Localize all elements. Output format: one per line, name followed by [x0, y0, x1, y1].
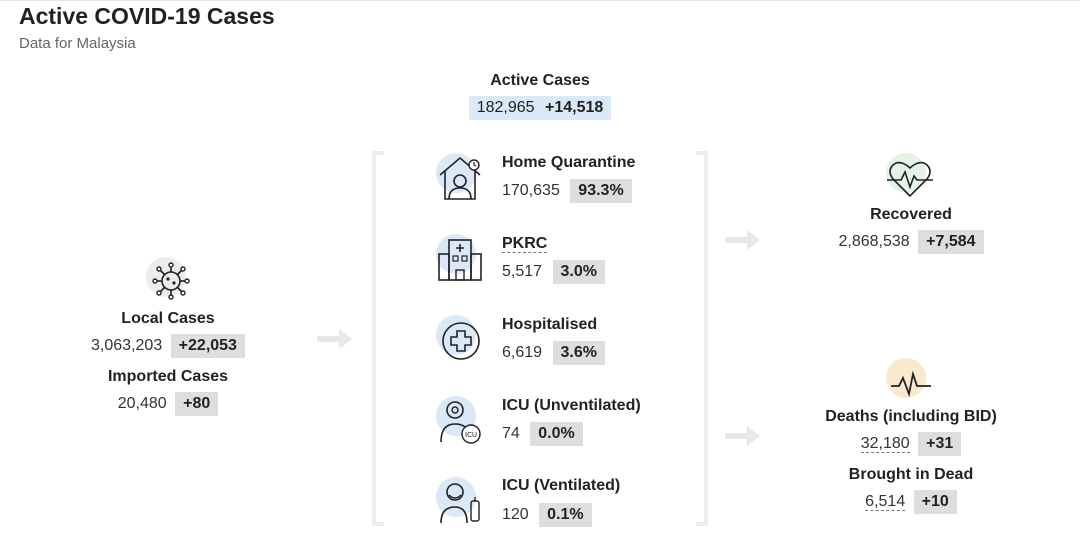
icu-patient-icon: ICU	[440, 401, 481, 444]
active-cases-label: Active Cases	[490, 72, 590, 89]
local-cases-block: Local Cases 3,063,203 +22,053 Imported C…	[68, 310, 268, 416]
recovered-value: 2,868,538	[838, 233, 910, 250]
bid-value[interactable]: 6,514	[865, 493, 906, 511]
pkrc-label-wrap: PKRC	[502, 235, 548, 253]
page-title: Active COVID-19 Cases	[19, 3, 275, 29]
local-cases-value: 3,063,203	[91, 337, 163, 354]
hospitalised-row: 6,619 3.6%	[502, 341, 605, 365]
top-divider	[0, 0, 1080, 1]
icu-unventilated-pct: 0.0%	[530, 422, 583, 446]
bid-delta: +10	[913, 490, 957, 514]
active-cases-value: 182,965	[476, 99, 535, 116]
icu-ventilated-pct: 0.1%	[539, 503, 592, 527]
heartbeat-icon	[887, 161, 933, 198]
hospitalised-label: Hospitalised	[502, 316, 598, 333]
pkrc-value: 5,517	[502, 263, 543, 280]
arrow-right-icon	[317, 329, 352, 349]
recovered-delta: +7,584	[918, 230, 984, 254]
page-subtitle: Data for Malaysia	[19, 35, 136, 52]
deaths-delta: +31	[918, 432, 962, 456]
hospitalised-value: 6,619	[502, 344, 543, 361]
svg-text:ICU: ICU	[465, 431, 477, 439]
right-bracket	[696, 151, 708, 526]
hospitalised-pct: 3.6%	[552, 341, 605, 365]
recovered-block: Recovered 2,868,538 +7,584	[811, 206, 1011, 254]
pkrc-pct: 3.0%	[552, 260, 605, 284]
ventilator-icon	[440, 483, 480, 524]
pulse-icon-bg	[886, 358, 926, 398]
medical-cross-icon-bg	[436, 315, 476, 355]
imported-cases-label: Imported Cases	[107, 368, 229, 385]
active-cases-block: Active Cases 182,965 +14,518	[440, 72, 640, 120]
home-quarantine-label: Home Quarantine	[502, 154, 636, 171]
bid-label: Brought in Dead	[848, 466, 974, 483]
pkrc-row: 5,517 3.0%	[502, 260, 605, 284]
icu-unventilated-row: 74 0.0%	[502, 422, 583, 446]
left-bracket	[372, 151, 384, 526]
pkrc-label[interactable]: PKRC	[502, 235, 548, 253]
home-quarantine-value: 170,635	[502, 182, 560, 199]
icu-ventilated-label: ICU (Ventilated)	[502, 477, 621, 494]
imported-cases-value: 20,480	[117, 395, 167, 412]
arrow-right-icon	[725, 230, 760, 250]
hospital-building-icon	[438, 239, 482, 281]
medical-cross-icon	[442, 322, 480, 360]
active-cases-pill: 182,965 +14,518	[468, 96, 612, 120]
icu-ventilated-value: 120	[502, 506, 529, 523]
imported-cases-delta: +80	[175, 392, 219, 416]
local-cases-delta: +22,053	[170, 334, 245, 358]
home-quarantine-row: 170,635 93.3%	[502, 179, 632, 203]
deaths-label: Deaths (including BID)	[825, 408, 997, 425]
home-quarantine-icon	[439, 156, 481, 200]
home-quarantine-pct: 93.3%	[570, 179, 632, 203]
virus-icon	[152, 262, 190, 300]
icu-ventilated-row: 120 0.1%	[502, 503, 592, 527]
arrow-right-icon	[725, 426, 760, 446]
icu-unventilated-label: ICU (Unventilated)	[502, 397, 641, 414]
active-cases-delta: +14,518	[545, 99, 604, 116]
icu-unventilated-value: 74	[502, 425, 520, 442]
recovered-label: Recovered	[870, 206, 952, 223]
local-cases-label: Local Cases	[121, 310, 215, 327]
deaths-block: Deaths (including BID) 32,180 +31 Brough…	[791, 408, 1031, 514]
flatline-pulse-icon	[891, 370, 931, 398]
deaths-value[interactable]: 32,180	[860, 435, 910, 453]
